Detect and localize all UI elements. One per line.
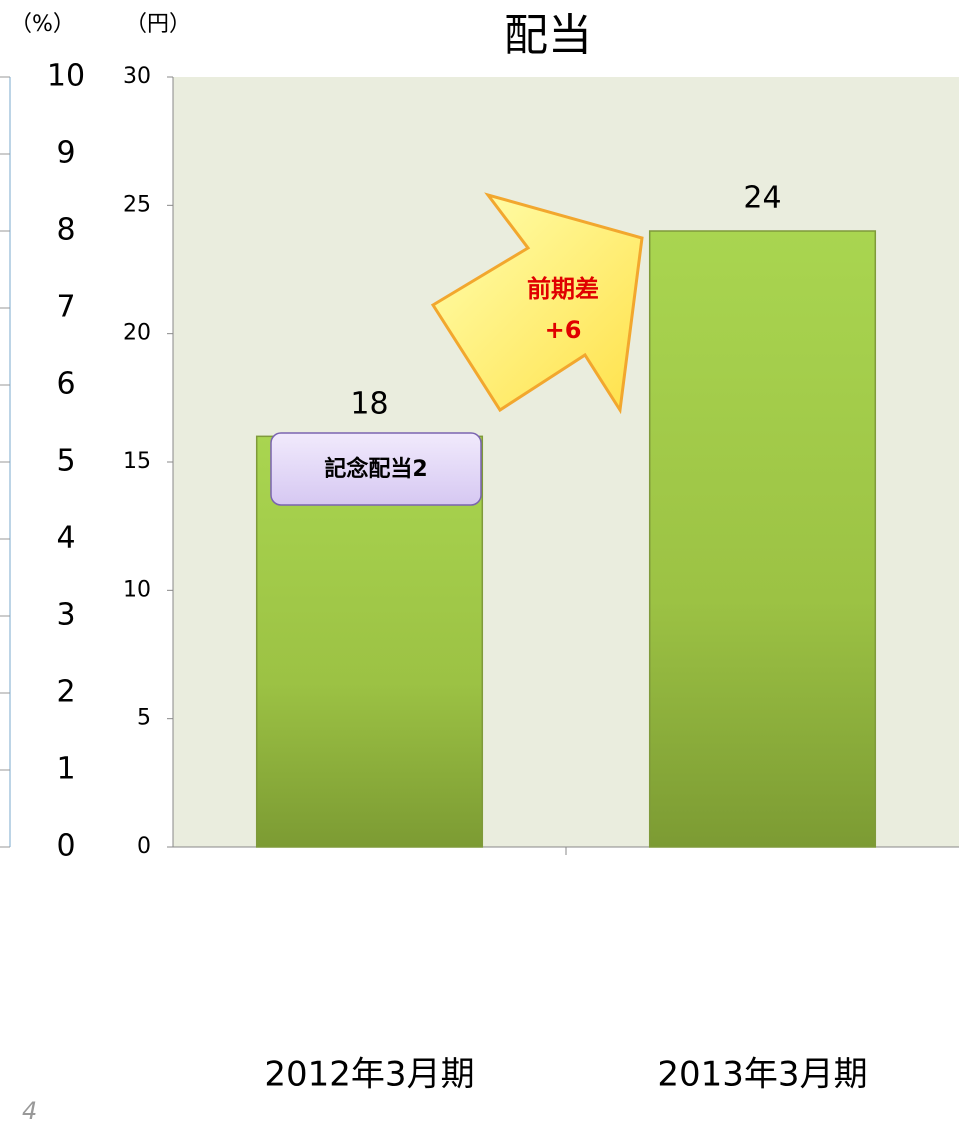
left-y-tick-label: 2	[56, 675, 75, 710]
left-y-tick-label: 3	[56, 598, 75, 633]
x-tick-label: 2012年3月期	[264, 1055, 474, 1095]
left-y-tick-label: 6	[56, 367, 75, 402]
y-unit: （円）	[125, 12, 191, 37]
x-tick-label: 2013年3月期	[657, 1055, 867, 1095]
arrow	[430, 192, 644, 415]
page-number: 4	[22, 1097, 37, 1125]
left-y-tick-label: 4	[56, 521, 75, 556]
left-y-tick-label: 5	[56, 444, 75, 479]
y-tick-label: 0	[137, 834, 151, 859]
y-tick-label: 20	[123, 321, 151, 346]
left-y-tick-label: 10	[47, 59, 85, 94]
y-tick-label: 30	[123, 64, 151, 89]
y-tick-label: 15	[123, 449, 151, 474]
left-y-tick-label: 9	[56, 136, 75, 171]
data-label: 24	[743, 181, 781, 216]
left-y-tick-label: 7	[56, 290, 75, 325]
y-tick-label: 5	[137, 706, 151, 731]
y-tick-label: 25	[123, 192, 151, 217]
total-label: 18	[350, 387, 388, 422]
left-y-tick-label: 1	[56, 752, 75, 787]
left-y-tick-label: 0	[56, 829, 75, 864]
arrow-label: 前期差	[527, 275, 599, 303]
y-tick-label: 10	[123, 577, 151, 602]
arrow-label: +6	[545, 316, 582, 344]
left-y-unit: （%）	[10, 12, 75, 37]
bar	[648, 230, 877, 848]
note-box	[270, 432, 482, 506]
chart-title: 配当	[504, 10, 592, 61]
left-y-tick-label: 8	[56, 213, 75, 248]
note-label: 記念配当2	[324, 456, 427, 482]
